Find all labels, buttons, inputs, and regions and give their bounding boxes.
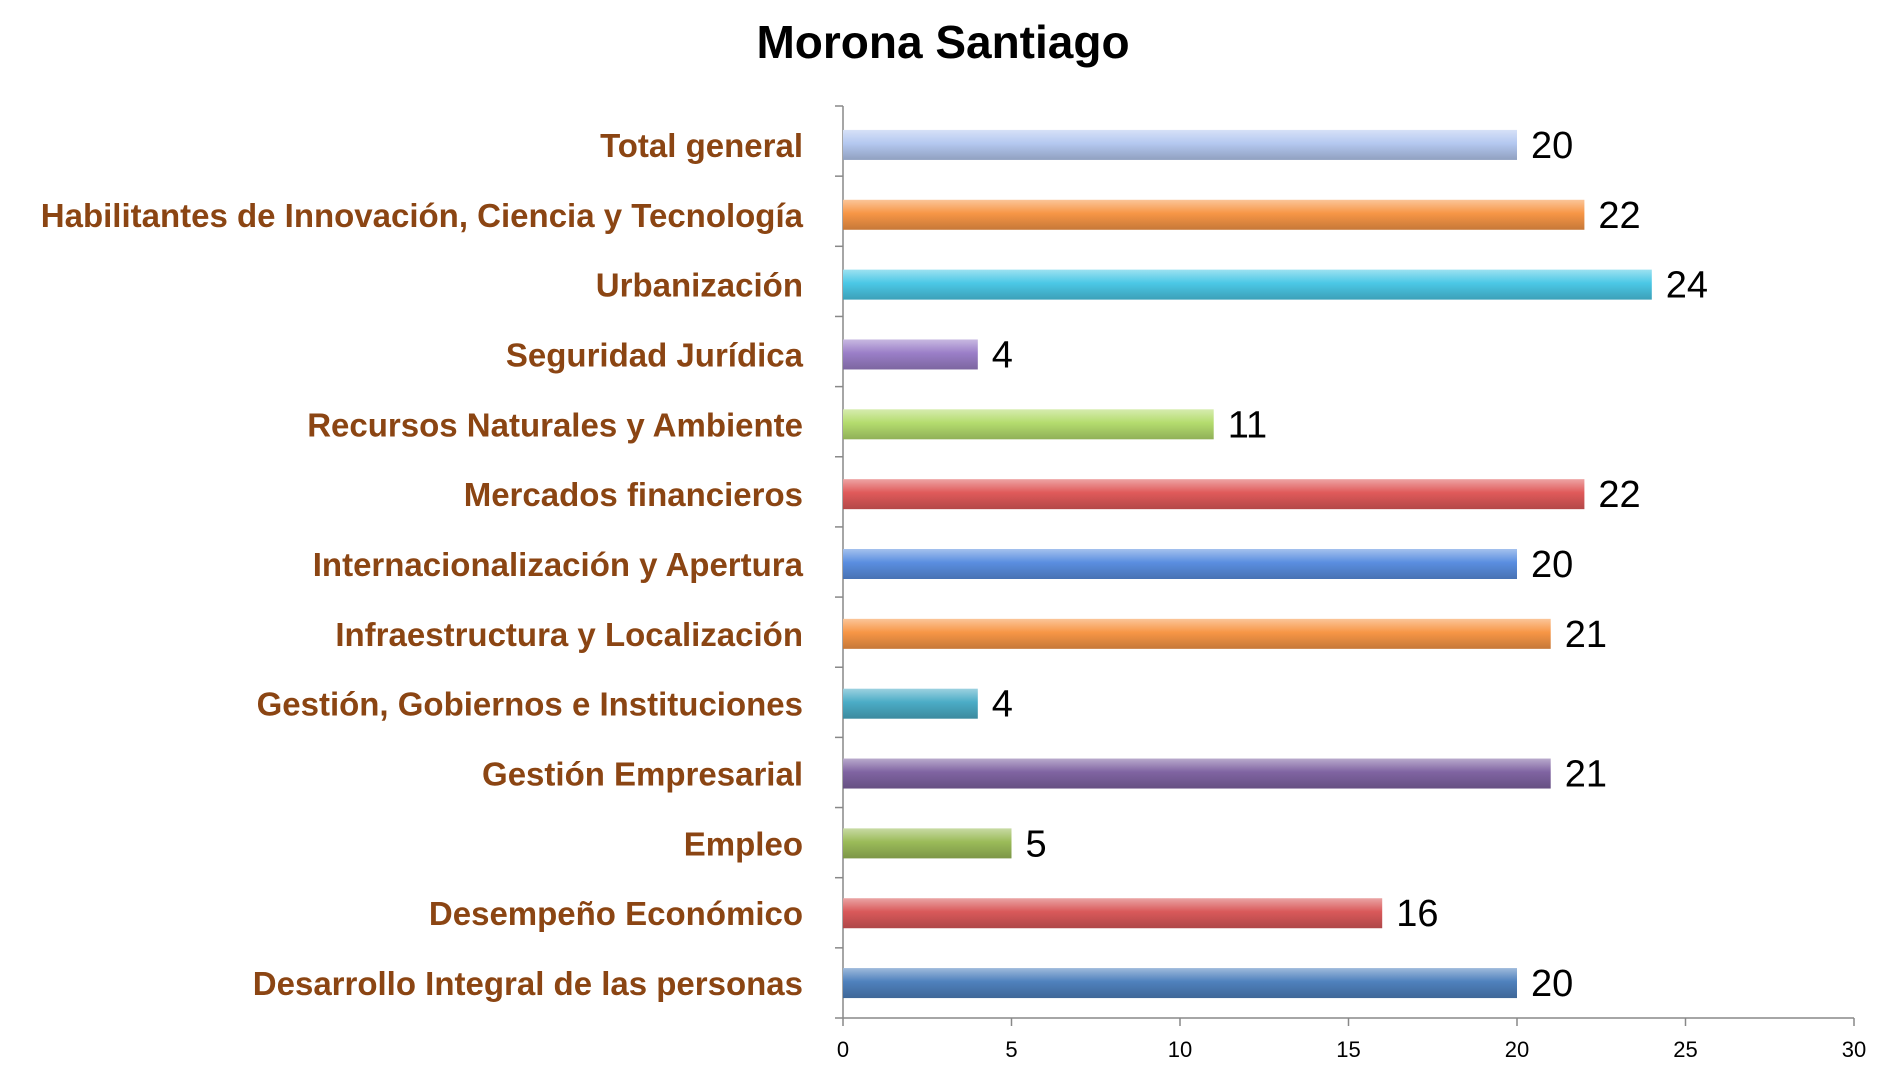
bar-value-label: 16: [1396, 893, 1438, 935]
category-label: Infraestructura y Localización: [335, 616, 803, 653]
x-tick-label: 0: [837, 1037, 849, 1062]
category-label: Total general: [600, 127, 803, 164]
bar-value-label: 21: [1565, 614, 1607, 656]
bar: [843, 199, 1585, 230]
axes: 0 5 10 15 20 25 30: [835, 105, 1866, 1062]
bar-value-label: 20: [1531, 544, 1573, 586]
category-label: Mercados financieros: [464, 476, 803, 513]
x-tick-label: 10: [1168, 1037, 1192, 1062]
category-label: Urbanización: [596, 267, 803, 304]
bar: [843, 339, 978, 370]
x-tick-label: 30: [1842, 1037, 1866, 1062]
bar-value-label: 24: [1666, 265, 1708, 307]
category-label: Internacionalización y Apertura: [313, 546, 804, 583]
category-label: Gestión Empresarial: [482, 756, 803, 793]
bar: [843, 409, 1214, 440]
x-tick-label: 5: [1005, 1037, 1017, 1062]
x-tick-label: 25: [1673, 1037, 1697, 1062]
bar-value-label: 20: [1531, 963, 1573, 1005]
x-tick-label: 15: [1336, 1037, 1360, 1062]
bar-value-label: 22: [1598, 474, 1640, 516]
bar-value-label: 20: [1531, 125, 1573, 167]
category-label: Recursos Naturales y Ambiente: [307, 406, 803, 443]
bar: [843, 618, 1551, 649]
bars: 20 22 24 4 11 22 20 21 4 21 5 16 20: [843, 125, 1708, 1005]
category-label: Seguridad Jurídica: [506, 336, 804, 373]
category-label: Empleo: [684, 825, 803, 862]
bar-value-label: 22: [1598, 195, 1640, 237]
category-label: Desarrollo Integral de las personas: [253, 965, 803, 1002]
bar: [843, 758, 1551, 789]
chart-title: Morona Santiago: [756, 16, 1129, 68]
bar-value-label: 21: [1565, 754, 1607, 796]
bar: [843, 688, 978, 719]
bar-value-label: 4: [992, 684, 1013, 726]
bar: [843, 479, 1585, 510]
category-labels: Total general Habilitantes de Innovación,…: [41, 127, 804, 1002]
category-label: Gestión, Gobiernos e Instituciones: [257, 686, 803, 723]
category-label: Desempeño Económico: [429, 895, 803, 932]
bar: [843, 269, 1652, 300]
bar: [843, 549, 1517, 579]
category-label: Habilitantes de Innovación, Ciencia y Te…: [41, 197, 804, 234]
x-tick-label: 20: [1505, 1037, 1529, 1062]
bar-value-label: 5: [1026, 823, 1047, 865]
bar: [843, 828, 1012, 859]
bar: [843, 898, 1383, 929]
bar: [843, 968, 1517, 999]
bar-value-label: 4: [992, 334, 1013, 376]
bar: [843, 129, 1517, 160]
bar-value-label: 11: [1228, 404, 1267, 446]
